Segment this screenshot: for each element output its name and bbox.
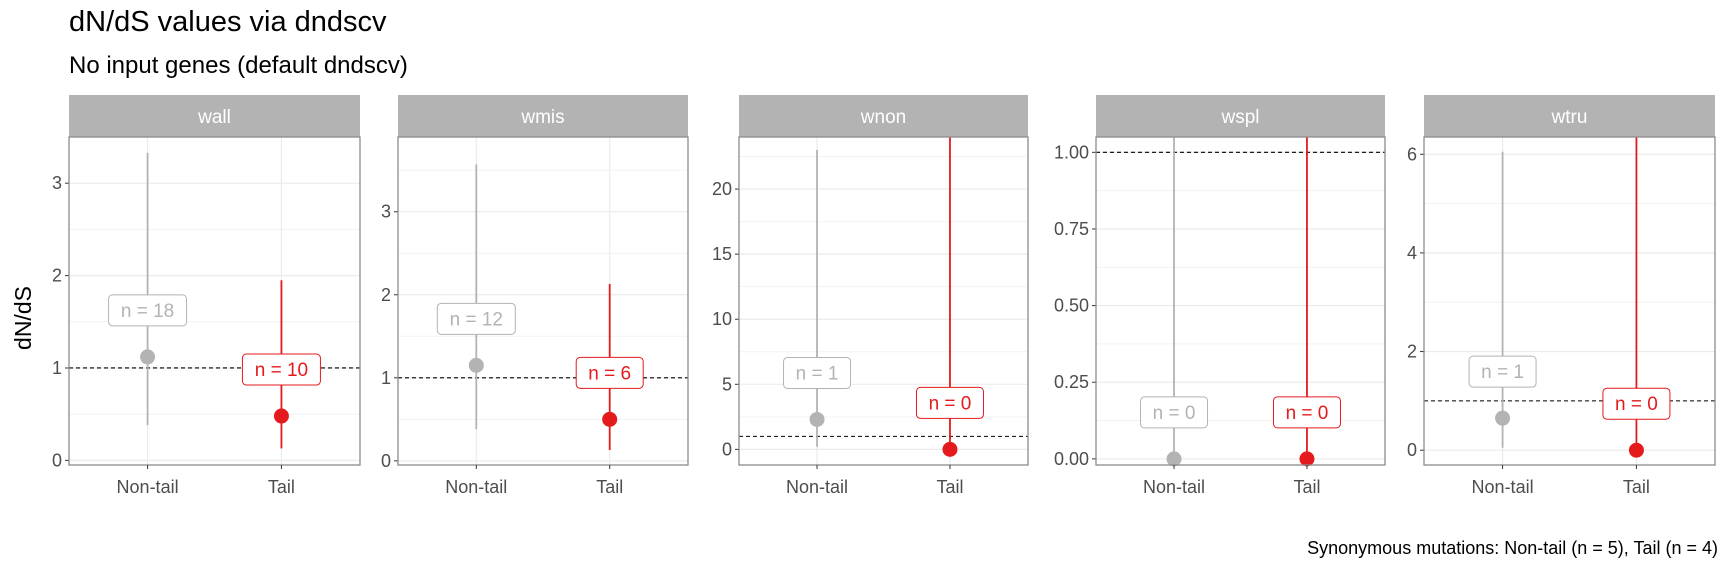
panel-border [1095, 136, 1386, 466]
data-label-box [1468, 355, 1537, 388]
x-tick-label: Tail [268, 477, 295, 497]
y-tick-label: 2 [381, 285, 391, 305]
facet-strip-label: wspl [1220, 107, 1259, 128]
data-label: n = 1 [796, 363, 839, 384]
y-tick-label: 15 [712, 244, 732, 264]
y-tick-label: 0.00 [1054, 449, 1089, 469]
data-label-box [915, 386, 984, 419]
panel-border [1423, 136, 1716, 466]
y-tick-label: 3 [381, 202, 391, 222]
data-point [809, 411, 825, 427]
x-tick-label: Tail [936, 477, 963, 497]
data-point [273, 408, 289, 424]
chart-caption: Synonymous mutations: Non-tail (n = 5), … [1307, 538, 1718, 558]
chart-title: dN/dS values via dndscv [69, 6, 387, 38]
data-label-box [1272, 396, 1341, 429]
x-tick-label: Non-tail [445, 477, 507, 497]
y-tick-label: 2 [52, 266, 62, 286]
data-point [1495, 410, 1511, 426]
facet-strip-label: wall [197, 107, 231, 128]
data-label-box [1140, 396, 1209, 429]
y-tick-label: 3 [52, 173, 62, 193]
y-tick-label: 0 [1407, 440, 1417, 460]
data-label: n = 1 [1481, 362, 1524, 383]
data-label-box [241, 353, 321, 386]
y-tick-label: 10 [712, 309, 732, 329]
data-label: n = 0 [929, 393, 972, 414]
y-tick-label: 1 [381, 368, 391, 388]
facet-wtru: wtru 0 2 4 6 n = 1 n = 0 Non-tail Tail [1407, 95, 1716, 497]
data-point [1628, 442, 1644, 458]
data-point [1299, 451, 1315, 467]
facet-strip [1096, 95, 1385, 137]
data-label-box [1602, 387, 1671, 420]
x-tick-label: Tail [596, 477, 623, 497]
data-label: n = 10 [255, 360, 308, 381]
y-tick-label: 20 [712, 179, 732, 199]
y-tick-label: 2 [1407, 342, 1417, 362]
y-tick-label: 0 [722, 439, 732, 459]
facet-wall: wall 0 1 2 3 n = 18 n = 10 Non-tail Tail [52, 95, 361, 497]
data-label: n = 0 [1286, 403, 1329, 424]
y-tick-label: 1 [52, 358, 62, 378]
data-point [140, 349, 156, 365]
data-label: n = 18 [121, 301, 174, 322]
y-tick-label: 0 [52, 450, 62, 470]
facet-wmis: wmis 0 1 2 3 n = 12 n = 6 Non-tail Tail [381, 95, 689, 497]
facet-strip-label: wmis [520, 107, 564, 128]
x-tick-label: Tail [1623, 477, 1650, 497]
data-label-box [436, 302, 516, 335]
data-label-box [108, 294, 188, 327]
panel-border [68, 136, 361, 466]
x-tick-label: Non-tail [1143, 477, 1205, 497]
data-label: n = 6 [588, 363, 631, 384]
panel-border [397, 136, 689, 466]
x-tick-label: Non-tail [1472, 477, 1534, 497]
facet-strip [739, 95, 1028, 137]
y-axis-title: dN/dS [10, 286, 36, 350]
x-tick-label: Non-tail [117, 477, 179, 497]
data-point [602, 411, 618, 427]
facet-strip [69, 95, 360, 137]
data-point [942, 441, 958, 457]
y-tick-label: 0.25 [1054, 372, 1089, 392]
y-tick-label: 6 [1407, 144, 1417, 164]
x-tick-label: Non-tail [786, 477, 848, 497]
data-label-box [783, 356, 852, 389]
data-label: n = 12 [450, 309, 503, 330]
data-point [468, 357, 484, 373]
y-tick-label: 0 [381, 451, 391, 471]
chart-subtitle: No input genes (default dndscv) [69, 52, 408, 79]
facet-wspl: wspl 0.00 0.25 0.50 0.75 1.00 n = 0 n = 0 Non-ta… [1054, 95, 1386, 497]
facet-wnon: wnon 0 5 10 15 20 n = 1 n = 0 Non-tail Tail [712, 95, 1029, 497]
facet-strip [398, 95, 688, 137]
facet-strip-label: wtru [1551, 107, 1588, 128]
y-tick-label: 5 [722, 374, 732, 394]
data-label: n = 0 [1153, 403, 1196, 424]
x-tick-label: Tail [1293, 477, 1320, 497]
data-point [1166, 451, 1182, 467]
y-tick-label: 4 [1407, 243, 1417, 263]
y-tick-label: 0.50 [1054, 296, 1089, 316]
facet-strip [1424, 95, 1715, 137]
data-label-box [575, 356, 644, 389]
data-label: n = 0 [1615, 394, 1658, 415]
panel-border [738, 136, 1029, 466]
y-tick-label: 0.75 [1054, 219, 1089, 239]
y-tick-label: 1.00 [1054, 142, 1089, 162]
facet-strip-label: wnon [860, 107, 906, 128]
